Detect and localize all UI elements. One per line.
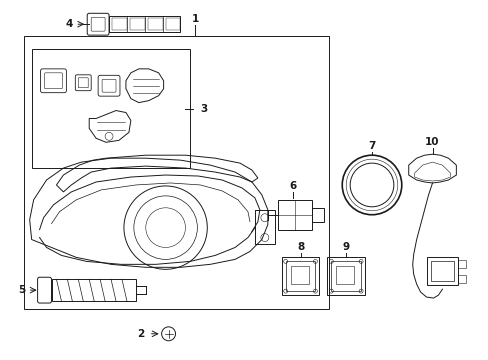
- Bar: [51, 279, 136, 301]
- Bar: [326, 257, 365, 295]
- Bar: [24, 36, 328, 309]
- Bar: [147, 18, 163, 30]
- Bar: [130, 18, 144, 30]
- Bar: [290, 266, 308, 284]
- Bar: [32, 49, 190, 168]
- Text: 7: 7: [367, 141, 375, 151]
- Bar: [165, 18, 180, 30]
- Bar: [429, 261, 453, 281]
- Bar: [285, 261, 315, 291]
- Text: 9: 9: [342, 243, 349, 252]
- Text: 8: 8: [296, 243, 304, 252]
- Bar: [336, 266, 353, 284]
- Text: 2: 2: [137, 329, 144, 339]
- Text: 6: 6: [288, 181, 296, 191]
- Bar: [457, 275, 466, 283]
- Bar: [254, 210, 274, 244]
- Text: 3: 3: [200, 104, 207, 113]
- Bar: [109, 16, 180, 32]
- Bar: [277, 200, 312, 230]
- Bar: [426, 257, 457, 285]
- Bar: [112, 18, 127, 30]
- Text: 4: 4: [65, 19, 73, 29]
- Bar: [312, 208, 324, 222]
- Text: 1: 1: [191, 14, 199, 24]
- Text: 10: 10: [425, 137, 439, 147]
- Bar: [281, 257, 319, 295]
- Bar: [331, 261, 360, 291]
- Text: 5: 5: [18, 285, 25, 295]
- Bar: [457, 260, 466, 268]
